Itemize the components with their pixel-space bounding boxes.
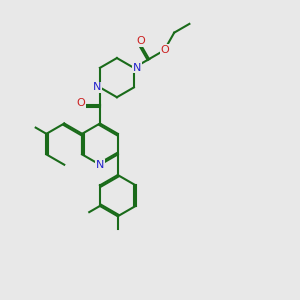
Text: O: O — [76, 98, 85, 109]
Text: N: N — [96, 160, 104, 170]
Text: N: N — [133, 63, 141, 73]
Text: O: O — [136, 36, 145, 46]
Text: N: N — [93, 82, 101, 92]
Text: O: O — [160, 45, 169, 55]
